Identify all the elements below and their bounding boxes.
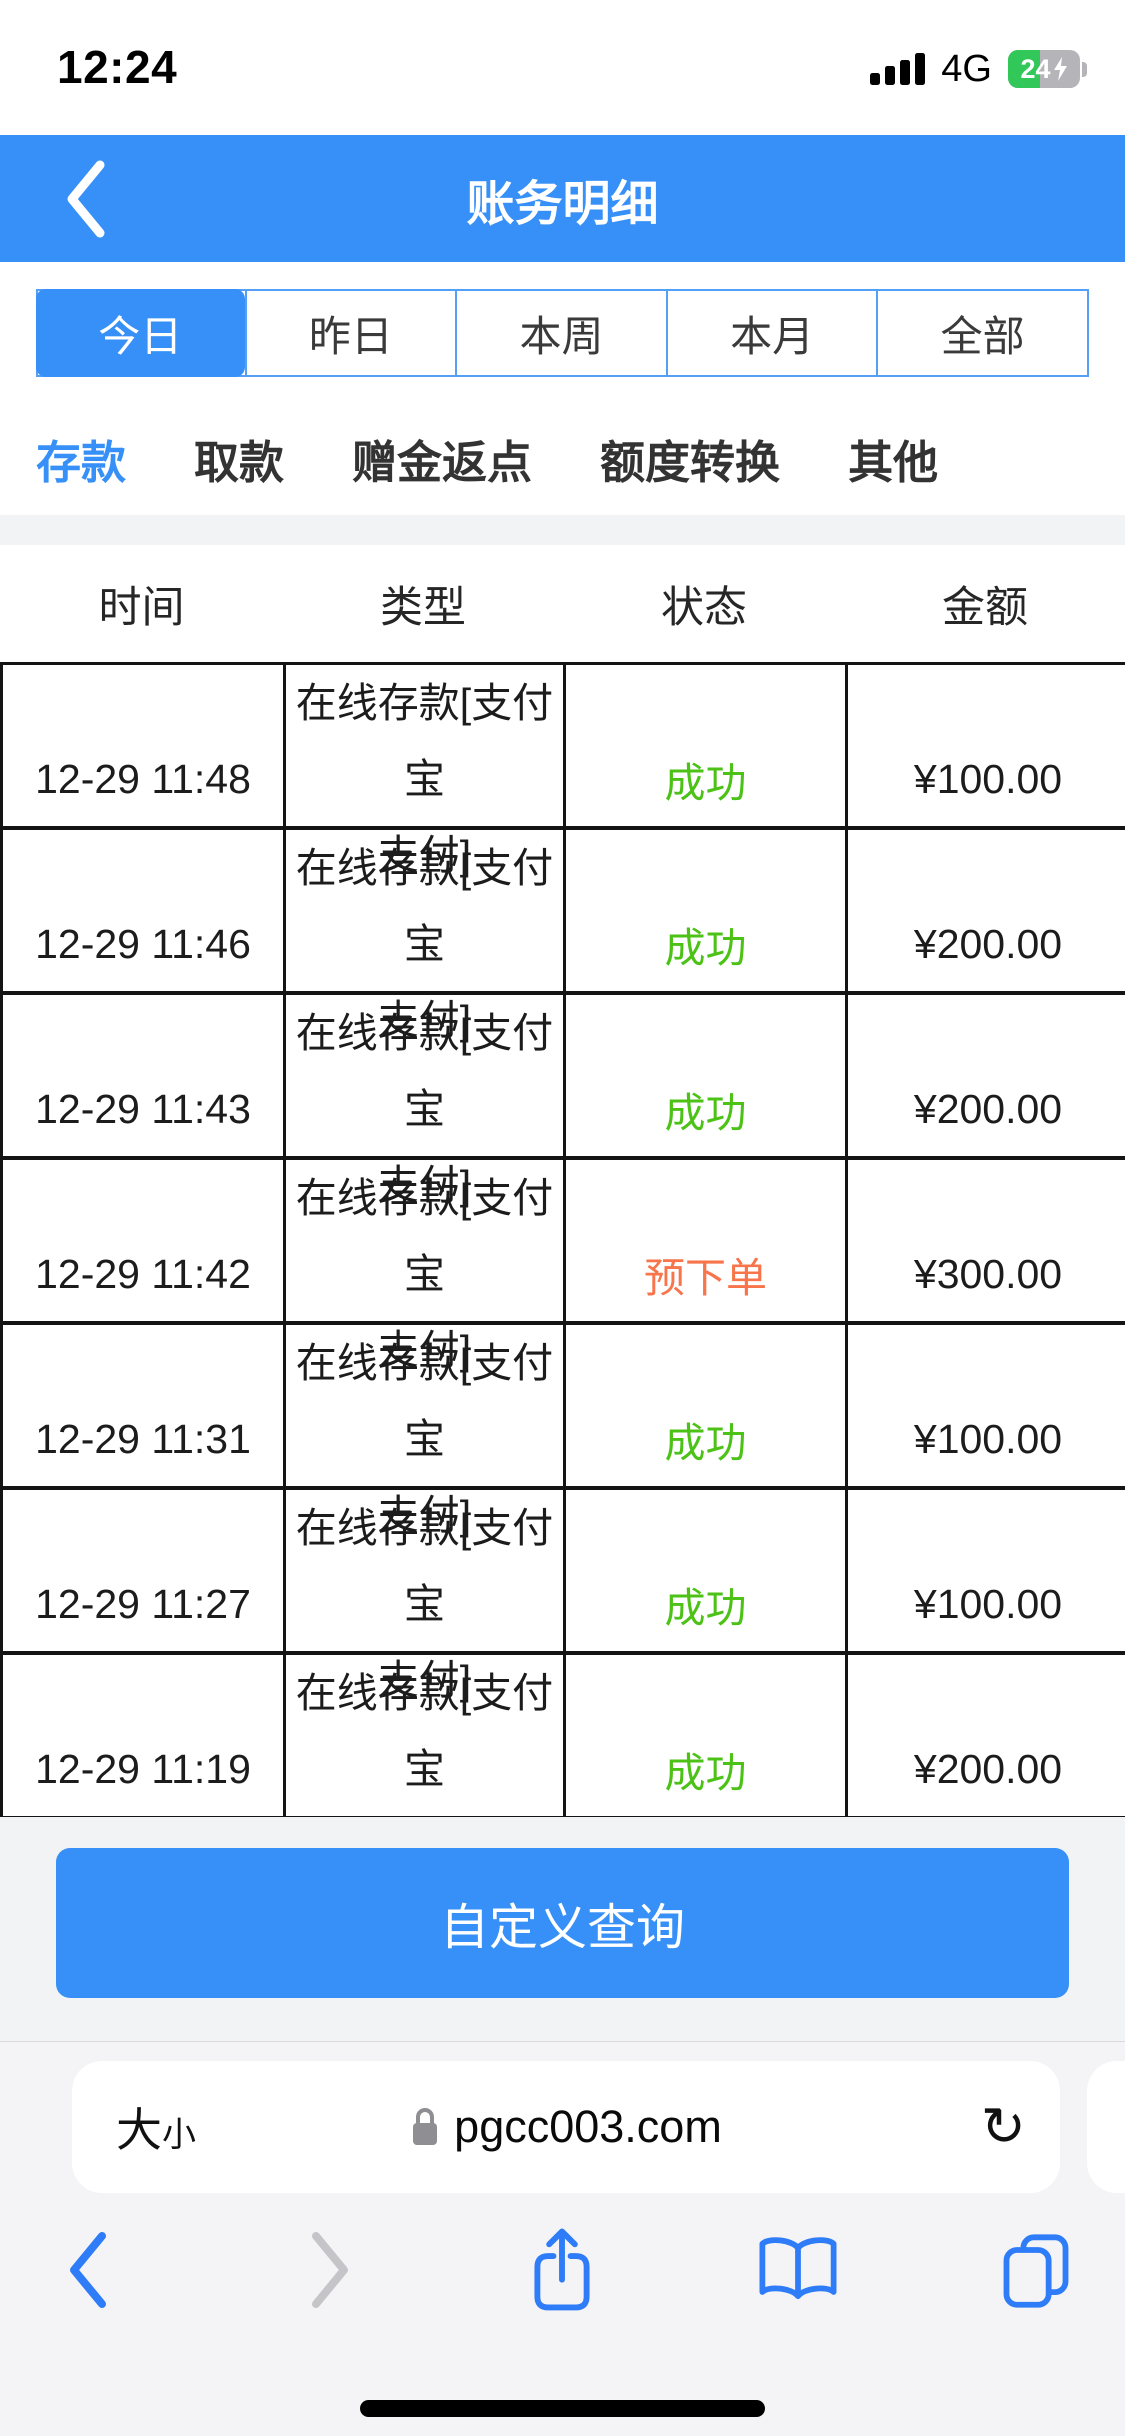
cell-amount: ¥200.00	[913, 920, 1063, 967]
text-size-button[interactable]: 大小	[116, 2104, 196, 2156]
tab-this-month[interactable]: 本月	[665, 291, 877, 375]
cell-status: 成功	[566, 1325, 848, 1553]
section-divider	[0, 515, 1125, 545]
cell-amount: ¥100.00	[913, 1580, 1063, 1627]
cell-amount: ¥100.00	[913, 1415, 1063, 1462]
col-header-status: 状态	[661, 583, 747, 632]
cell-status: 成功	[566, 995, 848, 1223]
tab-yesterday[interactable]: 昨日	[244, 291, 456, 375]
col-header-time: 时间	[98, 583, 185, 632]
status-bar: 12:24 4G 24	[0, 0, 1125, 135]
tab-today[interactable]: 今日	[36, 289, 245, 377]
category-deposit[interactable]: 存款	[36, 436, 127, 488]
cell-type: 在线存款[支付宝支付]	[286, 830, 566, 1058]
cell-time: 12-29 11:43	[3, 995, 286, 1223]
cell-time: 12-29 11:27	[3, 1490, 286, 1718]
bookmarks-button[interactable]	[738, 2224, 858, 2316]
table-row: 12-29 11:43 在线存款[支付宝 支付] 成功 ¥200.00	[0, 995, 1125, 1223]
category-other[interactable]: 其他	[848, 436, 939, 488]
cell-status: 成功	[566, 1490, 848, 1718]
url-text: pgcc003.com	[454, 2101, 722, 2152]
cell-time: 12-29 11:48	[3, 665, 286, 893]
cell-time: 12-29 11:46	[3, 830, 286, 1058]
share-icon	[534, 2228, 590, 2311]
table-row: 12-29 11:46 在线存款[支付宝 支付] 成功 ¥200.00	[0, 830, 1125, 1058]
browser-back-button[interactable]	[28, 2224, 148, 2316]
cell-status: 成功	[566, 1655, 848, 1817]
category-quota-transfer[interactable]: 额度转换	[600, 436, 781, 488]
table-row: 12-29 11:31 在线存款[支付宝 支付] 成功 ¥100.00	[0, 1325, 1125, 1553]
home-indicator[interactable]	[360, 2400, 765, 2417]
browser-forward-button[interactable]	[270, 2224, 390, 2316]
col-header-type: 类型	[380, 583, 466, 632]
cell-time: 12-29 11:42	[3, 1160, 286, 1388]
page-title: 账务明细	[466, 177, 659, 231]
col-header-amount: 金额	[942, 583, 1028, 632]
cell-amount: ¥300.00	[913, 1250, 1063, 1297]
cell-time: 12-29 11:31	[3, 1325, 286, 1553]
share-button[interactable]	[502, 2224, 622, 2316]
back-button[interactable]	[62, 159, 108, 239]
battery-icon: 24	[1008, 50, 1080, 88]
chevron-right-icon	[312, 2232, 348, 2308]
lock-icon	[413, 2108, 438, 2145]
chevron-left-icon	[70, 2232, 106, 2308]
table-row: 12-29 11:27 在线存款[支付宝 支付] 成功 ¥100.00	[0, 1490, 1125, 1718]
tabs-button[interactable]	[976, 2224, 1096, 2316]
browser-chrome: 大小 pgcc003.com ↻	[0, 2041, 1125, 2436]
address-bar[interactable]: 大小 pgcc003.com ↻	[72, 2061, 1060, 2193]
cell-type: 在线存款[支付宝支付]	[286, 995, 566, 1223]
cell-amount: ¥100.00	[913, 755, 1063, 802]
cell-status: 成功	[566, 830, 848, 1058]
custom-query-button[interactable]: 自定义查询	[56, 1848, 1069, 1998]
cell-type: 在线存款[支付宝支付]	[286, 665, 566, 893]
category-tabs: 存款 取款 赠金返点 额度转换 其他	[36, 412, 938, 504]
table-row: 12-29 11:48 在线存款[支付宝 支付] 成功 ¥100.00	[0, 665, 1125, 893]
clock: 12:24	[57, 41, 178, 93]
category-bonus-rebate[interactable]: 赠金返点	[352, 436, 533, 488]
table-header: 时间 类型 状态 金额	[0, 545, 1125, 662]
page-header: 账务明细	[0, 135, 1125, 262]
cell-amount: ¥200.00	[913, 1085, 1063, 1132]
book-icon	[759, 2237, 837, 2300]
tabs-icon	[1003, 2234, 1069, 2308]
table-row: 12-29 11:42 在线存款[支付宝 支付] 预下单 ¥300.00	[0, 1160, 1125, 1388]
cell-type: 在线存款[支付宝支付]	[286, 1490, 566, 1718]
category-withdraw[interactable]: 取款	[194, 436, 285, 488]
tab-this-week[interactable]: 本周	[455, 291, 666, 375]
signal-strength-icon	[870, 53, 926, 85]
cell-amount: ¥200.00	[913, 1745, 1063, 1792]
cell-status: 成功	[566, 665, 848, 893]
reload-button[interactable]: ↻	[980, 2095, 1026, 2158]
cell-status: 预下单	[566, 1160, 848, 1388]
chevron-left-icon	[67, 160, 105, 238]
cell-type: 在线存款[支付宝支付]	[286, 1325, 566, 1553]
cell-type: 在线存款[支付宝支付]	[286, 1160, 566, 1388]
tab-all[interactable]: 全部	[876, 291, 1087, 375]
network-type-label: 4G	[941, 47, 992, 90]
next-tab-peek[interactable]	[1087, 2061, 1125, 2193]
charging-bolt-icon	[1053, 57, 1067, 81]
cell-time: 12-29 11:19	[3, 1655, 286, 1817]
date-range-tabs: 今日 昨日 本周 本月 全部	[36, 289, 1089, 377]
transactions-table: 12-29 11:48 在线存款[支付宝 支付] 成功 ¥100.00 12-29…	[0, 662, 1125, 1817]
